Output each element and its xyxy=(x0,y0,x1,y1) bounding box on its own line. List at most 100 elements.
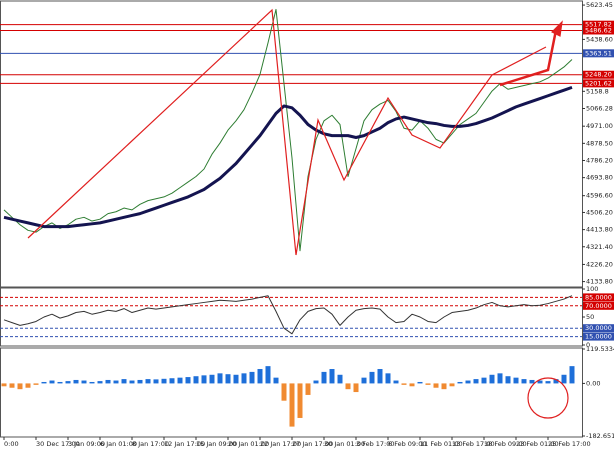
y-tick-label: 4133.80 xyxy=(586,278,613,286)
level-label-box xyxy=(583,79,614,88)
x-tick-label: 25 Feb 17:00 xyxy=(548,440,591,448)
histogram-bar xyxy=(401,383,407,385)
histogram-bar xyxy=(217,373,223,384)
histogram-bar xyxy=(481,377,487,384)
histogram-bar xyxy=(265,366,271,384)
histogram-bar xyxy=(449,383,455,387)
level-label: 70.0000 xyxy=(585,302,612,310)
level-label: 5517.82 xyxy=(585,21,612,29)
histogram-bar xyxy=(97,381,103,384)
histogram-bar xyxy=(337,374,343,384)
x-tick-label: 18 Feb 09:00 xyxy=(484,440,527,448)
y-tick-label: 4971.00 xyxy=(586,122,613,130)
histogram-bar xyxy=(25,383,31,388)
level-label: 5201.62 xyxy=(585,79,612,87)
histogram-bar xyxy=(121,379,127,384)
histogram-bar xyxy=(353,383,359,393)
histogram-bar xyxy=(345,383,351,390)
histogram-bar xyxy=(489,374,495,384)
histogram-bar xyxy=(441,383,447,390)
histogram-bar xyxy=(297,383,303,418)
x-tick-label: 0:00 xyxy=(4,440,19,448)
histogram-bar xyxy=(497,373,503,384)
y-tick-label: 4413.80 xyxy=(586,226,613,234)
histogram-bar xyxy=(569,366,575,384)
histogram-bar xyxy=(393,380,399,384)
histogram-bar xyxy=(241,373,247,384)
y-tick-label: 119.5334 xyxy=(586,345,614,353)
histogram-bar xyxy=(161,378,167,384)
x-tick-label: 15 Jan 09:00 xyxy=(196,440,237,448)
y-tick-label: 4878.50 xyxy=(586,139,613,147)
histogram-bar xyxy=(105,379,111,384)
histogram-bar xyxy=(1,383,7,387)
level-label-box xyxy=(583,70,614,79)
y-tick-label: 4321.40 xyxy=(586,243,613,251)
x-tick-label: 3 Feb 17:00 xyxy=(356,440,395,448)
histogram-bar xyxy=(49,380,55,384)
series-line xyxy=(3,8,573,252)
level-label-box xyxy=(583,20,614,29)
histogram-bar xyxy=(33,383,39,385)
y-tick-label: 100 xyxy=(586,285,598,293)
panel-frame xyxy=(0,0,583,288)
arrow-head xyxy=(550,20,563,37)
histogram-bar xyxy=(129,380,135,384)
histogram-bar xyxy=(17,383,23,390)
highlight-circle xyxy=(527,377,569,419)
x-tick-label: 6 Feb 09:00 xyxy=(388,440,427,448)
histogram-bar xyxy=(321,371,327,384)
histogram-bar xyxy=(145,379,151,384)
series-line xyxy=(3,295,573,335)
histogram-bar xyxy=(513,377,519,384)
histogram-bar xyxy=(57,381,63,384)
level-label-box xyxy=(583,26,614,35)
series-line xyxy=(3,85,573,229)
y-tick-label: 5158.8 xyxy=(586,87,609,95)
x-tick-label: 30 Jan 01:00 xyxy=(324,440,365,448)
histogram-bar xyxy=(385,373,391,384)
histogram-bar xyxy=(313,380,319,384)
histogram-bar xyxy=(329,369,335,384)
histogram-bar xyxy=(153,379,159,384)
histogram-bar xyxy=(369,371,375,384)
histogram-bar xyxy=(177,377,183,384)
level-label-box xyxy=(583,332,614,341)
histogram-bar xyxy=(225,374,231,384)
histogram-bar xyxy=(137,379,143,384)
y-tick-label: 5623.45 xyxy=(586,1,613,9)
y-tick-label: 4786.20 xyxy=(586,156,613,164)
histogram-bar xyxy=(457,381,463,384)
histogram-bar xyxy=(505,376,511,384)
histogram-bar xyxy=(113,380,119,384)
histogram-bar xyxy=(409,383,415,387)
x-tick-label: 20 Jan 01:00 xyxy=(228,440,269,448)
histogram-bar xyxy=(425,383,431,385)
level-label: 5486.62 xyxy=(585,26,612,34)
histogram-bar xyxy=(249,371,255,384)
histogram-bar xyxy=(305,383,311,395)
y-tick-label: 4693.80 xyxy=(586,174,613,182)
histogram-bar xyxy=(545,381,551,384)
x-tick-label: 12 Jan 17:00 xyxy=(164,440,205,448)
x-tick-label: 8 Jan 17:00 xyxy=(132,440,169,448)
y-tick-label: 0.00 xyxy=(586,379,600,387)
histogram-bar xyxy=(169,378,175,384)
histogram-bar xyxy=(521,379,527,384)
y-tick-label: 4226.20 xyxy=(586,260,613,268)
level-label: 30.0000 xyxy=(585,324,612,332)
histogram-bar xyxy=(81,380,87,384)
x-tick-label: 13 Feb 17:00 xyxy=(452,440,495,448)
x-tick-label: 3 Jan 09:00 xyxy=(68,440,105,448)
y-tick-label: 0 xyxy=(586,341,590,349)
y-tick-label: 4506.20 xyxy=(586,208,613,216)
level-label-box xyxy=(583,293,614,302)
histogram-bar xyxy=(273,377,279,384)
histogram-bar xyxy=(201,375,207,384)
x-tick-label: 22 Jan 17:00 xyxy=(260,440,301,448)
histogram-bar xyxy=(281,383,287,401)
level-label-box xyxy=(583,49,614,58)
y-tick-label: 5066.28 xyxy=(586,104,613,112)
histogram-bar xyxy=(73,379,79,384)
x-tick-label: 11 Feb 01:00 xyxy=(420,440,463,448)
